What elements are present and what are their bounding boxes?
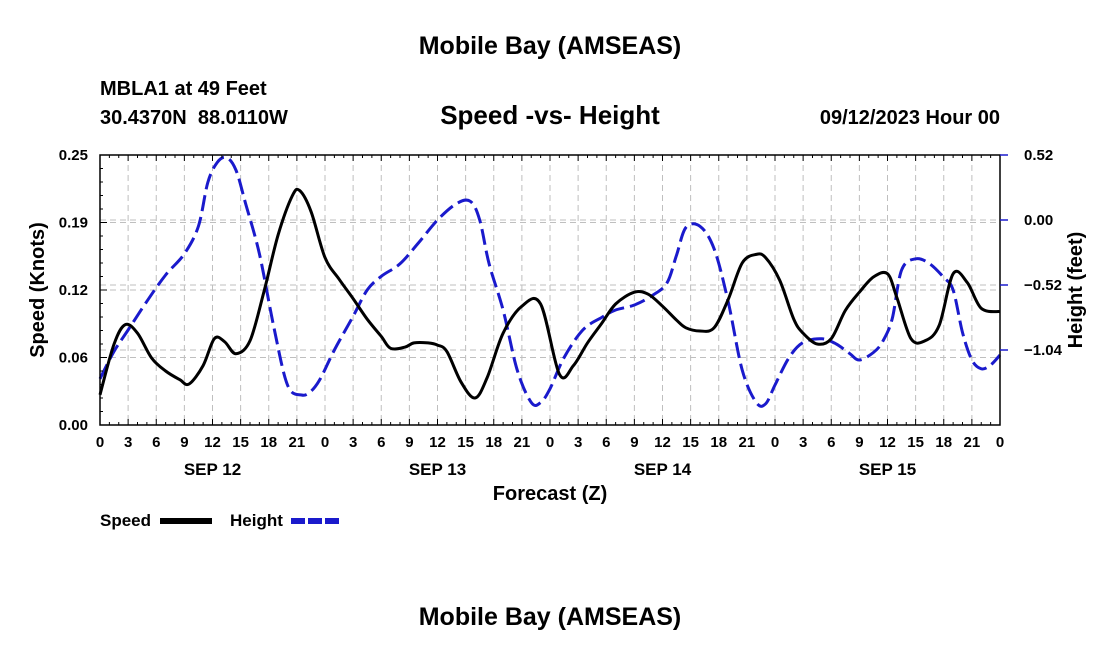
x-tick-label: 12: [879, 434, 896, 451]
x-tick-label: 12: [429, 434, 446, 451]
x-tick-label: 6: [827, 434, 835, 451]
x-tick-label: 18: [710, 434, 727, 451]
x-tick-label: 21: [289, 434, 306, 451]
x-tick-label: 12: [204, 434, 221, 451]
x-tick-label: 0: [771, 434, 779, 451]
main-title: Mobile Bay (AMSEAS): [419, 32, 682, 60]
x-tick-label: 9: [630, 434, 638, 451]
x-tick-label: 3: [574, 434, 582, 451]
chart-title: Speed -vs- Height: [440, 100, 660, 130]
x-tick-label: 3: [124, 434, 132, 451]
y2-tick-label: −0.52: [1024, 277, 1062, 294]
grid-lines: [100, 155, 1000, 425]
x-tick-label: 3: [349, 434, 357, 451]
day-label: SEP 15: [859, 460, 916, 479]
x-tick-label: 6: [377, 434, 385, 451]
x-tick-label: 0: [96, 434, 104, 451]
day-label: SEP 14: [634, 460, 692, 479]
x-tick-label: 21: [514, 434, 531, 451]
x-axis-label: Forecast (Z): [493, 483, 607, 505]
day-label: SEP 12: [184, 460, 241, 479]
station-label: MBLA1 at 49 Feet: [100, 78, 267, 100]
height-series-line: [98, 155, 1002, 408]
axis-tick-labels: 0 3 6 9 12 15 18 21 0 3 6 9 12 15 18 21 0 3 6 9 12 15 18 21 0 3 6 9…: [59, 147, 1063, 479]
x-tick-label: 9: [180, 434, 188, 451]
y2-axis-label: Height (feet): [1065, 232, 1087, 349]
x-tick-label: 6: [152, 434, 160, 451]
legend-height-label: Height: [230, 511, 283, 530]
x-tick-label: 15: [907, 434, 924, 451]
y-tick-label: 0.00: [59, 417, 88, 434]
y-tick-label: 0.19: [59, 215, 88, 232]
y2-tick-label: −1.04: [1024, 342, 1063, 359]
x-tick-label: 21: [964, 434, 981, 451]
y-tick-label: 0.25: [59, 147, 88, 164]
x-tick-label: 15: [232, 434, 249, 451]
x-tick-label: 3: [799, 434, 807, 451]
x-tick-label: 18: [260, 434, 277, 451]
footer-title: Mobile Bay (AMSEAS): [419, 603, 682, 631]
day-label: SEP 13: [409, 460, 466, 479]
x-tick-label: 9: [855, 434, 863, 451]
x-tick-label: 0: [546, 434, 554, 451]
x-tick-label: 6: [602, 434, 610, 451]
y-tick-label: 0.12: [59, 282, 88, 299]
y-axis-label: Speed (Knots): [27, 222, 49, 358]
x-tick-label: 0: [321, 434, 329, 451]
y2-tick-label: 0.52: [1024, 147, 1053, 164]
station-coords: 30.4370N 88.0110W: [100, 107, 288, 129]
axis-ticks: [99, 154, 1008, 426]
series-layer: [98, 155, 1002, 408]
x-tick-label: 15: [457, 434, 474, 451]
y2-tick-label: 0.00: [1024, 212, 1053, 229]
forecast-datetime: 09/12/2023 Hour 00: [820, 107, 1000, 129]
x-tick-label: 21: [739, 434, 756, 451]
x-tick-label: 15: [682, 434, 699, 451]
x-tick-label: 18: [485, 434, 502, 451]
legend: Speed Height: [100, 511, 342, 530]
x-tick-label: 0: [996, 434, 1004, 451]
x-tick-label: 18: [935, 434, 952, 451]
x-tick-label: 12: [654, 434, 671, 451]
y-tick-label: 0.06: [59, 350, 88, 367]
speed-series-line: [98, 187, 1001, 400]
legend-speed-label: Speed: [100, 511, 151, 530]
x-tick-label: 9: [405, 434, 413, 451]
